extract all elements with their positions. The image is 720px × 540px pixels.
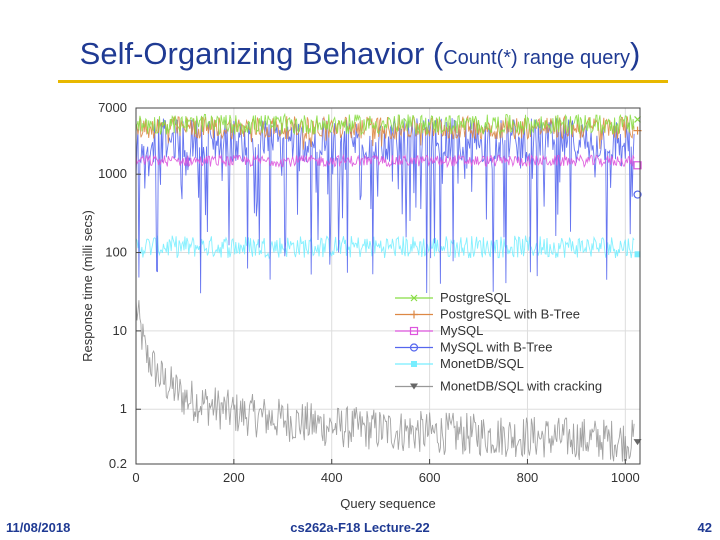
x-tick-label: 800 xyxy=(517,470,539,485)
legend-label: PostgreSQL with B-Tree xyxy=(440,307,580,322)
slide-title: Self-Organizing Behavior (Count(*) range… xyxy=(0,36,720,72)
series-line-postgresql xyxy=(135,112,635,137)
y-tick-label: 0.2 xyxy=(109,456,127,471)
y-tick-label: 100 xyxy=(105,245,127,260)
x-tick-label: 1000 xyxy=(611,470,640,485)
x-tick-label: 600 xyxy=(419,470,441,485)
end-marker xyxy=(633,190,642,199)
legend-marker-triangle xyxy=(410,383,418,390)
legend-label: MonetDB/SQL xyxy=(440,356,524,371)
x-tick-label: 0 xyxy=(132,470,139,485)
series-line-postgresql-with-b-tree xyxy=(135,114,635,150)
y-tick-label: 1 xyxy=(120,401,127,416)
series-line-mysql xyxy=(135,153,635,169)
axis-ticks: 0 200 400 600 800 1000 0.2 1 10 100 1000 7000 xyxy=(98,100,640,485)
footer-page-number: 42 xyxy=(697,520,712,535)
plot-frame xyxy=(135,107,641,465)
y-tick-label: 7000 xyxy=(98,100,127,115)
legend-label: MySQL with B-Tree xyxy=(440,340,552,355)
title-main: Self-Organizing Behavior ( xyxy=(79,36,444,71)
footer-date: 11/08/2018 xyxy=(6,520,71,535)
x-axis-label: Query sequence xyxy=(340,496,435,510)
title-sub: Count(*) range query xyxy=(443,47,630,69)
legend-marker-x xyxy=(410,294,418,302)
series-line-monetdb-sql-with-cracking xyxy=(135,300,635,462)
footer-course: cs262a-F18 Lecture-22 xyxy=(290,520,430,535)
legend-label: PostgreSQL xyxy=(440,290,511,305)
legend-marker-filled-square xyxy=(411,361,417,367)
y-tick-label: 10 xyxy=(113,323,127,338)
title-underline xyxy=(58,80,668,83)
x-tick-label: 400 xyxy=(321,470,343,485)
response-time-chart: 0 200 400 600 800 1000 0.2 1 10 100 1000 7000 Query… xyxy=(80,100,642,510)
legend-label: MySQL xyxy=(440,323,483,338)
series-line-monetdb-sql xyxy=(135,235,635,260)
legend-marker-circle xyxy=(409,343,419,352)
end-marker xyxy=(633,161,642,170)
legend-marker-plus xyxy=(410,310,418,319)
end-marker xyxy=(634,251,641,258)
legend-marker-square xyxy=(409,326,419,336)
y-axis-label: Response time (milli secs) xyxy=(80,210,95,362)
x-tick-label: 200 xyxy=(223,470,245,485)
title-close: ) xyxy=(630,36,641,71)
legend-label: MonetDB/SQL with cracking xyxy=(440,379,602,394)
y-tick-label: 1000 xyxy=(98,166,127,181)
